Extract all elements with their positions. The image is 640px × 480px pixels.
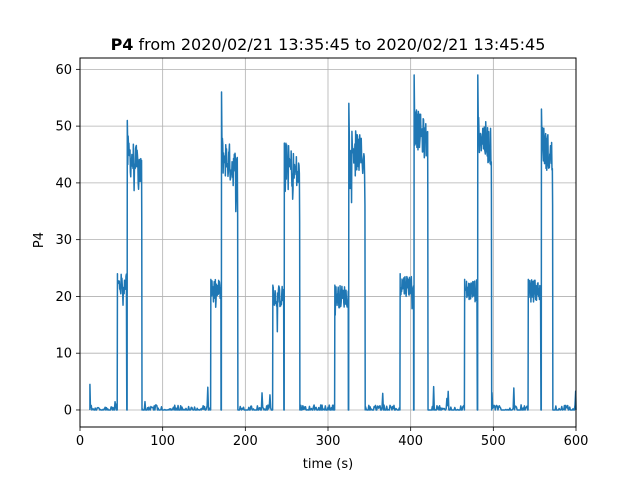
title-bold-part: P4	[111, 35, 134, 54]
x-axis: 0 100 200 300 400 500 600	[76, 427, 589, 449]
y-axis-label: P4	[32, 232, 47, 248]
x-tick-label: 500	[481, 434, 506, 449]
x-tick-label: 400	[398, 434, 423, 449]
y-tick-label: 60	[55, 63, 72, 78]
y-tick-label: 30	[55, 233, 72, 248]
x-tick-label: 300	[316, 434, 341, 449]
x-tick-label: 600	[564, 434, 589, 449]
x-tick-label: 0	[76, 434, 84, 449]
y-tick-label: 50	[55, 120, 72, 135]
y-tick-label: 10	[55, 347, 72, 362]
x-tick-label: 200	[233, 434, 258, 449]
x-axis-label: time (s)	[303, 457, 353, 472]
chart-title: P4 from 2020/02/21 13:35:45 to 2020/02/2…	[111, 35, 546, 54]
x-tick-label: 100	[150, 434, 175, 449]
series-line	[89, 74, 577, 411]
y-tick-label: 0	[64, 403, 72, 418]
series-group	[89, 74, 577, 411]
grid	[79, 58, 577, 427]
y-tick-label: 40	[55, 176, 72, 191]
y-axis: 0 10 20 30 40 50 60	[55, 63, 80, 418]
title-rest-part: from 2020/02/21 13:35:45 to 2020/02/21 1…	[133, 35, 545, 54]
y-tick-label: 20	[55, 290, 72, 305]
